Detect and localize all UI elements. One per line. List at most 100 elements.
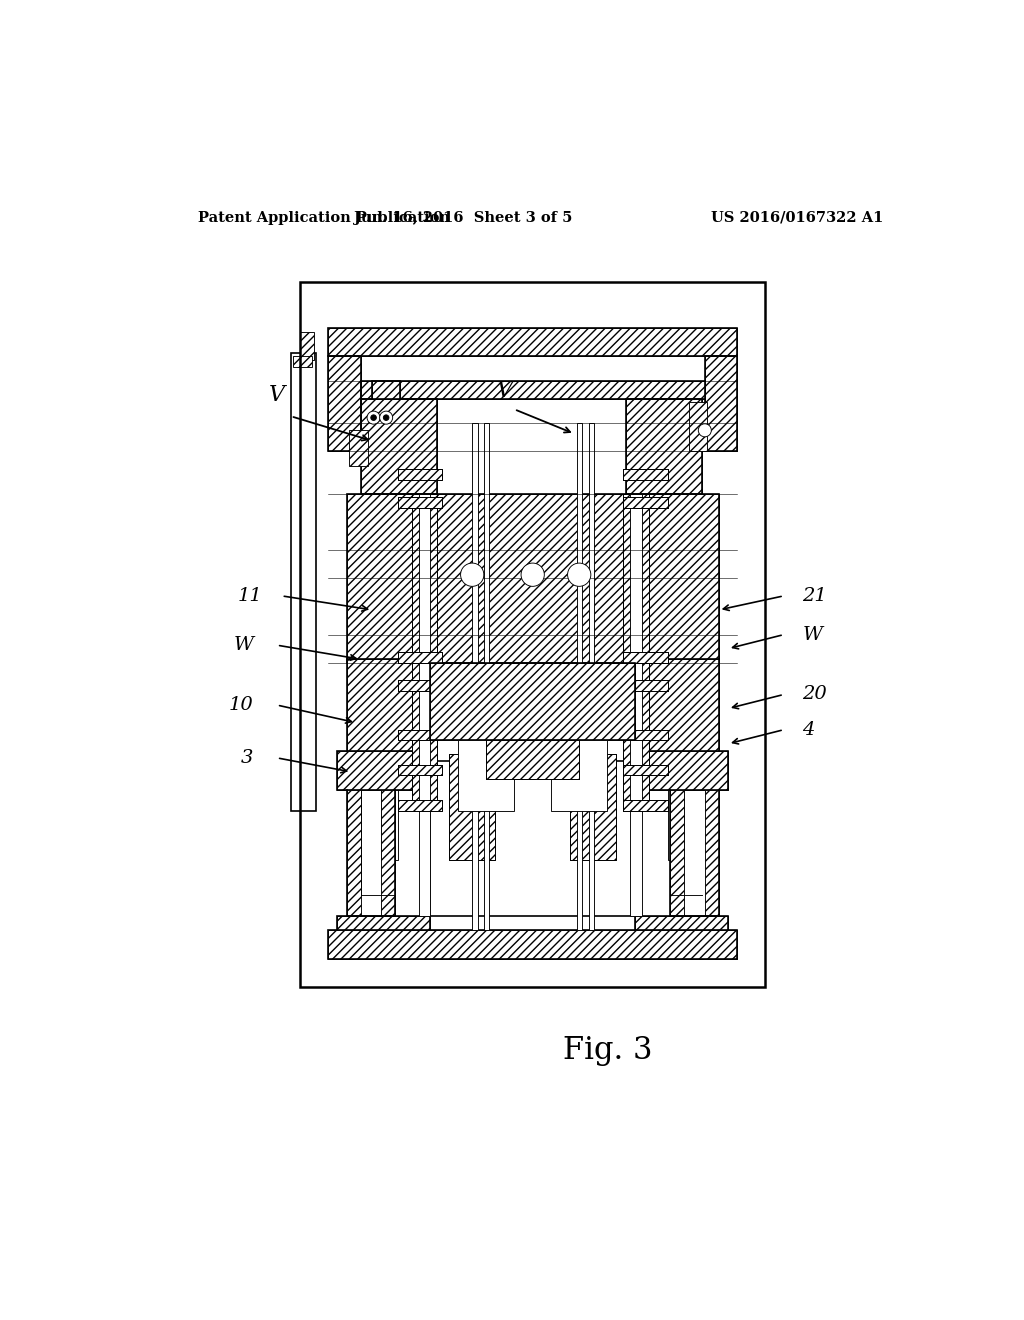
- Bar: [300, 331, 314, 360]
- Bar: [360, 399, 437, 494]
- Bar: [349, 430, 368, 466]
- Bar: [382, 789, 395, 916]
- Bar: [570, 754, 616, 861]
- Bar: [397, 764, 442, 775]
- Bar: [328, 329, 737, 356]
- Bar: [551, 741, 607, 810]
- Bar: [635, 916, 728, 945]
- Text: 11: 11: [239, 587, 263, 605]
- Bar: [430, 762, 635, 916]
- Bar: [346, 659, 430, 762]
- Bar: [291, 352, 316, 810]
- Bar: [624, 680, 668, 690]
- Bar: [570, 754, 616, 861]
- Text: 21: 21: [803, 587, 827, 605]
- Bar: [624, 800, 668, 810]
- Text: Fig. 3: Fig. 3: [563, 1035, 652, 1067]
- Bar: [705, 356, 737, 451]
- Bar: [397, 498, 442, 508]
- Bar: [486, 741, 580, 779]
- Bar: [624, 680, 668, 690]
- Bar: [626, 399, 702, 494]
- Bar: [486, 741, 580, 779]
- Bar: [293, 356, 311, 367]
- Bar: [382, 494, 388, 861]
- Bar: [624, 469, 668, 479]
- Bar: [430, 663, 635, 741]
- Bar: [624, 652, 668, 663]
- Bar: [626, 399, 702, 494]
- Bar: [677, 494, 684, 861]
- Bar: [430, 663, 635, 741]
- Text: 10: 10: [228, 696, 254, 714]
- Bar: [397, 764, 442, 775]
- Bar: [635, 659, 719, 762]
- Bar: [624, 764, 668, 775]
- Bar: [624, 730, 668, 741]
- Bar: [360, 381, 705, 399]
- Bar: [337, 916, 430, 945]
- Bar: [449, 754, 496, 861]
- Bar: [635, 751, 728, 789]
- Bar: [391, 494, 397, 861]
- Bar: [346, 789, 360, 916]
- Bar: [328, 356, 360, 451]
- Bar: [624, 498, 668, 508]
- Bar: [705, 356, 737, 451]
- Bar: [328, 356, 360, 451]
- Bar: [397, 652, 442, 663]
- Bar: [328, 329, 737, 356]
- Text: US 2016/0167322 A1: US 2016/0167322 A1: [711, 211, 883, 224]
- Bar: [624, 498, 668, 508]
- Bar: [397, 800, 442, 810]
- Bar: [397, 680, 442, 690]
- Circle shape: [371, 414, 377, 421]
- Bar: [397, 800, 442, 810]
- Text: V: V: [497, 380, 513, 403]
- Circle shape: [567, 564, 591, 586]
- Bar: [624, 469, 668, 479]
- Bar: [397, 680, 442, 690]
- Bar: [624, 494, 649, 810]
- Bar: [631, 494, 642, 916]
- Bar: [635, 751, 728, 789]
- Bar: [589, 424, 594, 931]
- Bar: [635, 916, 728, 945]
- Bar: [412, 494, 437, 810]
- Bar: [328, 931, 737, 958]
- Text: 3: 3: [242, 748, 254, 767]
- Bar: [688, 403, 708, 451]
- Text: W: W: [233, 636, 254, 655]
- Bar: [670, 789, 684, 916]
- Bar: [705, 789, 719, 916]
- Bar: [459, 741, 514, 810]
- Text: V: V: [268, 384, 285, 405]
- Bar: [624, 652, 668, 663]
- Bar: [577, 424, 583, 931]
- Bar: [397, 469, 442, 479]
- Bar: [668, 494, 675, 861]
- Circle shape: [521, 564, 545, 586]
- Text: 4: 4: [803, 721, 815, 739]
- Bar: [472, 424, 478, 931]
- Bar: [346, 494, 719, 663]
- Bar: [624, 730, 668, 741]
- Bar: [624, 494, 649, 810]
- Bar: [337, 751, 430, 789]
- Bar: [397, 498, 442, 508]
- Text: W: W: [803, 626, 822, 644]
- Text: Jun. 16, 2016  Sheet 3 of 5: Jun. 16, 2016 Sheet 3 of 5: [354, 211, 572, 224]
- Bar: [624, 800, 668, 810]
- Bar: [300, 282, 765, 987]
- Bar: [397, 730, 442, 741]
- Bar: [449, 754, 496, 861]
- Bar: [372, 381, 400, 399]
- Circle shape: [367, 411, 380, 424]
- Bar: [328, 931, 737, 958]
- Text: 20: 20: [803, 685, 827, 704]
- Bar: [360, 381, 705, 399]
- Circle shape: [698, 424, 712, 437]
- Bar: [483, 424, 489, 931]
- Bar: [360, 399, 437, 494]
- Text: Patent Application Publication: Patent Application Publication: [198, 211, 450, 224]
